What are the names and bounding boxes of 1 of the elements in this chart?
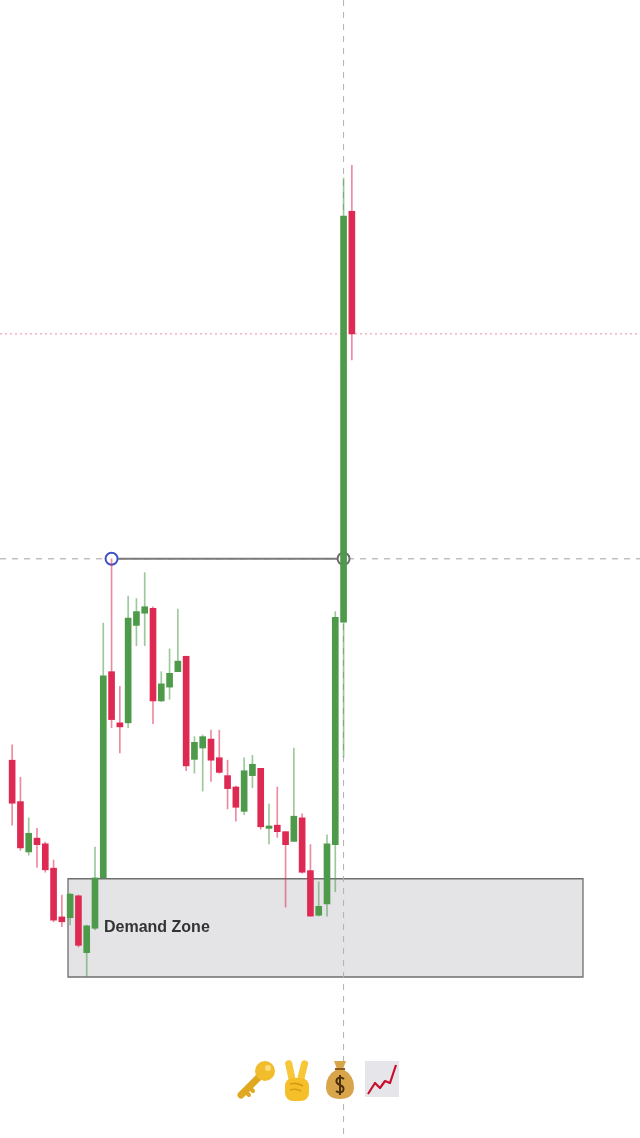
band-label: Demand Zone xyxy=(104,918,210,936)
